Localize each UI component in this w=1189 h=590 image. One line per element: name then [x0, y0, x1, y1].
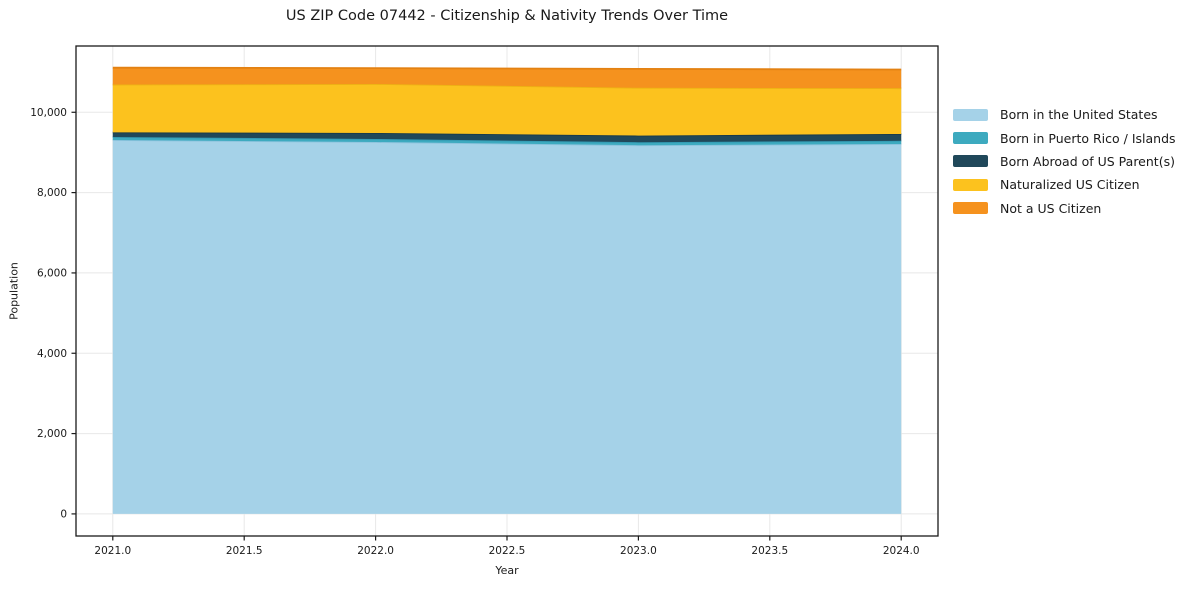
- legend-item: Born in Puerto Rico / Islands: [953, 126, 1176, 149]
- area-top-edge: [112, 136, 902, 144]
- x-tick-label: 2022.5: [489, 545, 526, 557]
- x-tick-label: 2024.0: [883, 545, 920, 557]
- legend-label: Not a US Citizen: [1000, 200, 1102, 216]
- legend-label: Born in Puerto Rico / Islands: [1000, 130, 1176, 146]
- legend-label: Naturalized US Citizen: [1000, 177, 1140, 193]
- area-naturalized-us-citizen: [112, 83, 902, 136]
- area-born-abroad-of-us-parent-s-: [112, 132, 902, 143]
- legend-swatch-icon: [953, 132, 988, 145]
- x-tick-label: 2022.0: [357, 545, 394, 557]
- x-tick-label: 2021.0: [94, 545, 131, 557]
- y-tick-label: 8,000: [37, 187, 67, 199]
- y-tick-label: 4,000: [37, 348, 67, 360]
- area-top-edge: [112, 139, 902, 147]
- x-tick-label: 2023.5: [751, 545, 788, 557]
- y-tick-label: 6,000: [37, 267, 67, 279]
- y-axis-label: Population: [7, 262, 21, 320]
- area-top-edge: [112, 66, 902, 71]
- legend-swatch-icon: [953, 178, 988, 191]
- chart-title: US ZIP Code 07442 - Citizenship & Nativi…: [285, 8, 729, 24]
- legend-item: Born in the United States: [953, 103, 1176, 126]
- legend-swatch-icon: [953, 155, 988, 168]
- legend-item: Not a US Citizen: [953, 197, 1176, 220]
- legend-swatch-icon: [953, 108, 988, 121]
- x-tick-label: 2023.0: [620, 545, 657, 557]
- area-not-a-us-citizen: [112, 67, 902, 89]
- legend-item: Naturalized US Citizen: [953, 173, 1176, 196]
- legend-label: Born in the United States: [1000, 107, 1158, 123]
- legend-swatch-icon: [953, 202, 988, 215]
- area-born-in-the-united-states: [112, 139, 902, 514]
- x-tick-label: 2021.5: [226, 545, 263, 557]
- legend-label: Born Abroad of US Parent(s): [1000, 153, 1175, 169]
- y-tick-label: 2,000: [37, 428, 67, 440]
- y-tick-label: 0: [60, 508, 67, 520]
- y-tick-label: 10,000: [30, 107, 67, 119]
- legend-item: Born Abroad of US Parent(s): [953, 150, 1176, 173]
- x-axis-label: Year: [495, 564, 519, 577]
- legend: Born in the United States Born in Puerto …: [953, 103, 1176, 220]
